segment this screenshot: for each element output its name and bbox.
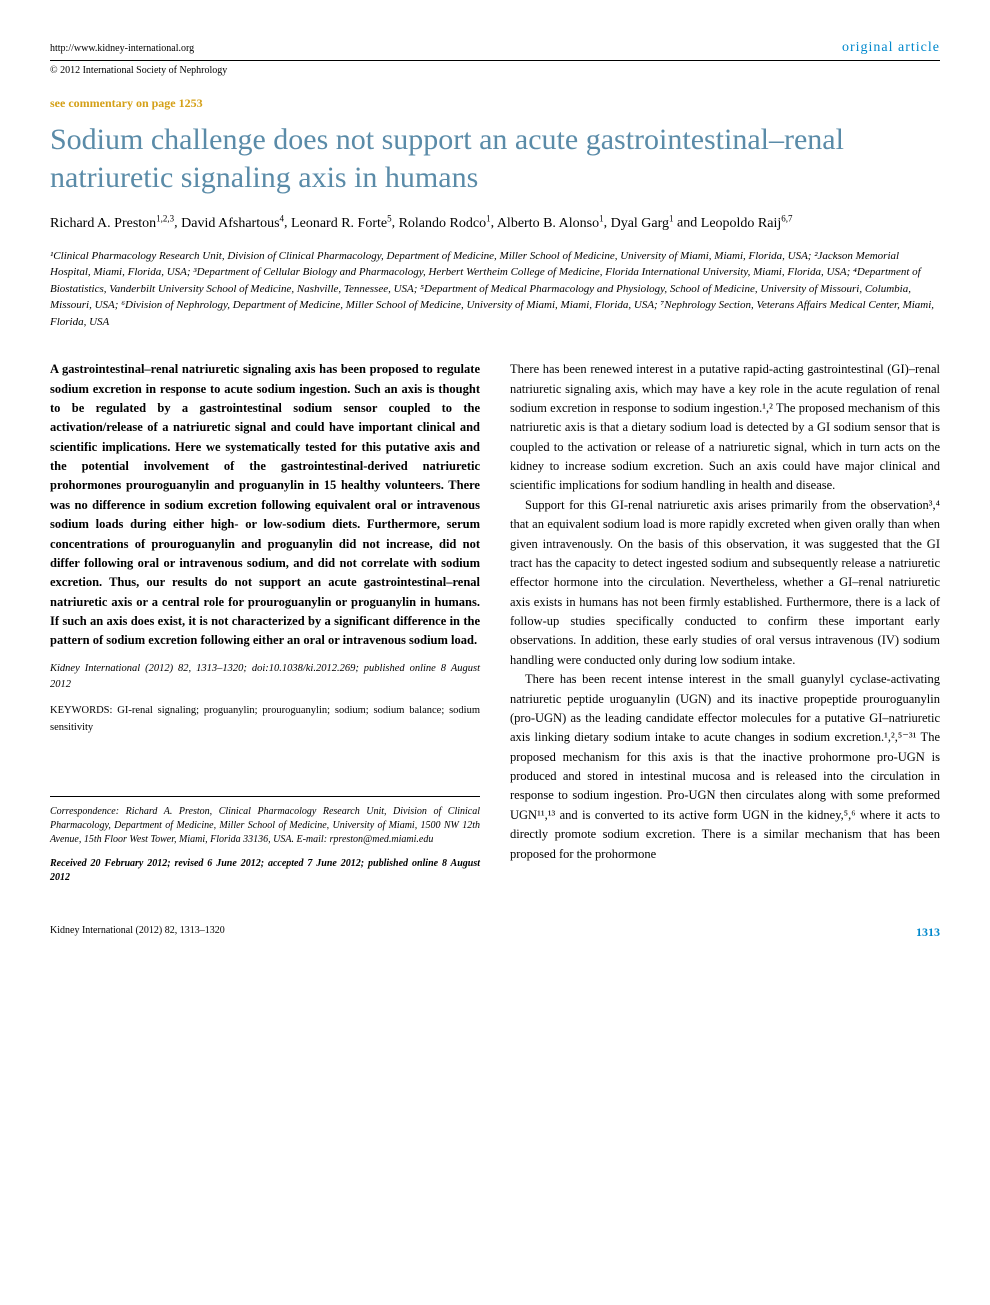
body-paragraph: There has been recent intense interest i…	[510, 670, 940, 864]
article-title: Sodium challenge does not support an acu…	[50, 121, 940, 196]
footer-journal: Kidney International (2012) 82, 1313–132…	[50, 925, 225, 940]
body-paragraph: Support for this GI-renal natriuretic ax…	[510, 496, 940, 670]
keywords-line: KEYWORDS: GI-renal signaling; proguanyli…	[50, 703, 480, 736]
commentary-link[interactable]: see commentary on page 1253	[50, 96, 940, 111]
article-type: original article	[842, 40, 940, 56]
header-row: http://www.kidney-international.org orig…	[50, 40, 940, 61]
left-column: A gastrointestinal–renal natriuretic sig…	[50, 360, 480, 885]
author: Richard A. Preston1,2,3	[50, 216, 174, 231]
author: David Afshartous4	[181, 216, 284, 231]
keywords-label: KEYWORDS:	[50, 705, 112, 716]
page-footer: Kidney International (2012) 82, 1313–132…	[50, 925, 940, 940]
two-column-layout: A gastrointestinal–renal natriuretic sig…	[50, 360, 940, 885]
copyright-line: © 2012 International Society of Nephrolo…	[50, 65, 940, 76]
body-paragraph: There has been renewed interest in a put…	[510, 360, 940, 496]
authors-list: Richard A. Preston1,2,3, David Afshartou…	[50, 212, 940, 234]
author: Alberto B. Alonso1	[497, 216, 604, 231]
keywords-text: GI-renal signaling; proguanylin; prourog…	[50, 705, 480, 732]
author: Rolando Rodco1	[399, 216, 491, 231]
author: Leopoldo Raij6,7	[701, 216, 793, 231]
abstract-text: A gastrointestinal–renal natriuretic sig…	[50, 360, 480, 651]
correspondence-text: Correspondence: Richard A. Preston, Clin…	[50, 805, 480, 847]
correspondence-box: Correspondence: Richard A. Preston, Clin…	[50, 796, 480, 885]
received-dates: Received 20 February 2012; revised 6 Jun…	[50, 857, 480, 885]
right-column: There has been renewed interest in a put…	[510, 360, 940, 885]
journal-url[interactable]: http://www.kidney-international.org	[50, 43, 194, 54]
author: Dyal Garg1	[611, 216, 674, 231]
author: Leonard R. Forte5	[291, 216, 392, 231]
affiliations: ¹Clinical Pharmacology Research Unit, Di…	[50, 248, 940, 331]
page-number: 1313	[916, 925, 940, 940]
citation-line: Kidney International (2012) 82, 1313–132…	[50, 661, 480, 694]
